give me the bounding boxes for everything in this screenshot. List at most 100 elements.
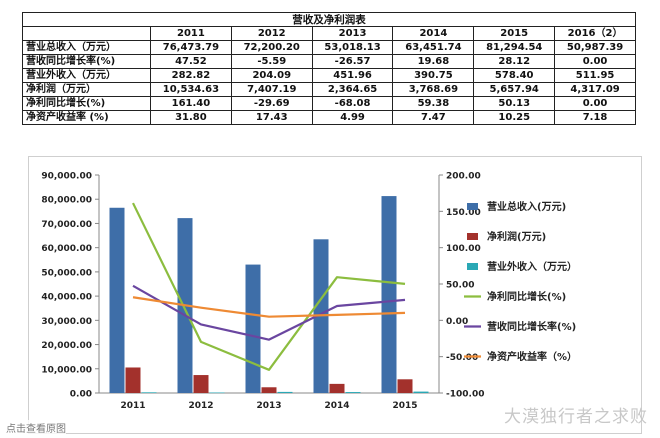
x-tick-label: 2012: [188, 401, 213, 411]
table-row: 净利同比增长(%) 161.40 -29.69 -68.08 59.38 50.13 0.0…: [22, 96, 636, 111]
bar-2: [413, 391, 429, 393]
combo-chart: 0.00 10,000.00 20,000.00 30,000.00 40,000.00…: [41, 172, 577, 412]
year-header: 2011: [150, 26, 232, 41]
y-left-tick-label: 80,000.00: [41, 196, 92, 206]
x-tick-label: 2011: [120, 401, 145, 411]
y-left-tick-label: 10,000.00: [41, 365, 92, 375]
line-series-5: [132, 296, 406, 318]
table-cell: 5,657.94: [473, 82, 556, 97]
x-tick-label: 2015: [392, 401, 417, 411]
bar-1: [125, 367, 141, 393]
row-label: 净利润（万元）: [22, 82, 151, 97]
legend-swatch: [467, 233, 478, 240]
line-series-4: [132, 284, 406, 341]
legend-label: 营收同比增长率(%): [487, 320, 576, 333]
legend-label: 净利同比增长(%): [487, 290, 566, 303]
table-cell: 161.40: [150, 96, 232, 111]
view-original-link[interactable]: 点击查看原图: [6, 420, 66, 435]
table-cell: 7.47: [392, 110, 475, 125]
table-cell: 31.80: [150, 110, 232, 125]
legend-swatch: [467, 203, 478, 210]
table-header-row: 2011 2012 2013 2014 2015 2016（2）: [22, 26, 636, 41]
table-cell: 451.96: [311, 68, 394, 83]
bar-0: [245, 264, 261, 393]
bar-2: [345, 392, 361, 393]
bar-1: [193, 375, 209, 393]
table-cell: 10,534.63: [150, 82, 232, 97]
bar-0: [381, 196, 397, 393]
row-label: 营业外收入（万元）: [22, 68, 151, 83]
table-cell: 50.13: [473, 96, 556, 111]
bar-2: [141, 392, 157, 393]
y-left-tick-label: 90,000.00: [41, 172, 92, 182]
row-label: 净利同比增长(%): [22, 96, 151, 111]
y-right-tick-label: 150.00: [446, 208, 481, 218]
y-left-tick-label: 30,000.00: [41, 317, 92, 327]
y-right-tick-label: -100.00: [446, 390, 484, 400]
income-profit-table: 营收及净利润表 2011 2012 2013 2014 2015 2016（2） 营业总收入…: [22, 12, 636, 125]
table-title-row: 营收及净利润表: [22, 12, 636, 27]
table-cell: 76,473.79: [150, 40, 232, 55]
table-cell: 7,407.19: [230, 82, 313, 97]
chart-frame: 0.00 10,000.00 20,000.00 30,000.00 40,000.00…: [28, 156, 642, 434]
row-label: 营业总收入（万元）: [22, 40, 151, 55]
table-cell: 3,768.69: [392, 82, 475, 97]
table-row: 营业总收入（万元） 76,473.79 72,200.20 53,018.13 63,4…: [22, 40, 636, 55]
bar-0: [109, 207, 125, 393]
table-cell: -29.69: [230, 96, 313, 111]
table-cell: 59.38: [392, 96, 475, 111]
table-row: 净利润（万元） 10,534.63 7,407.19 2,364.65 3,768.69…: [22, 82, 636, 97]
year-header: 2015: [473, 26, 556, 41]
bar-2: [209, 392, 225, 394]
y-right-tick-label: 0.00: [446, 317, 468, 327]
header-corner: [22, 26, 151, 41]
bar-1: [329, 383, 345, 393]
table-cell: 578.40: [473, 68, 556, 83]
y-left-tick-label: 0.00: [70, 390, 92, 400]
legend-label: 净资产收益率（%）: [487, 350, 577, 363]
y-right-tick-label: 50.00: [446, 281, 474, 291]
table-cell: 28.12: [473, 54, 556, 69]
table-cell: 19.68: [392, 54, 475, 69]
y-right-tick-label: -50.00: [446, 353, 478, 363]
author-watermark: 大漠独行者之求败: [504, 407, 648, 427]
table-cell: 81,294.54: [473, 40, 556, 55]
table-cell: 511.95: [554, 68, 636, 83]
table-title: 营收及净利润表: [22, 12, 636, 27]
y-left-tick-label: 50,000.00: [41, 268, 92, 278]
y-left-tick-label: 20,000.00: [41, 341, 92, 351]
table-cell: 7.18: [554, 110, 636, 125]
table-cell: 50,987.39: [554, 40, 636, 55]
y-left-tick-label: 60,000.00: [41, 244, 92, 254]
legend-label: 营业总收入(万元): [487, 200, 566, 213]
y-left-tick-label: 40,000.00: [41, 293, 92, 303]
table-cell: 282.82: [150, 68, 232, 83]
legend-label: 净利润(万元): [487, 230, 546, 243]
row-label: 营收同比增长率(%): [22, 54, 151, 69]
table-cell: 47.52: [150, 54, 232, 69]
bar-1: [397, 379, 413, 393]
income-profit-table-container: 营收及净利润表 2011 2012 2013 2014 2015 2016（2） 营业总收入…: [22, 12, 636, 125]
legend-label: 营业外收入（万元）: [487, 260, 577, 273]
year-header: 2012: [230, 26, 313, 41]
table-cell: -26.57: [311, 54, 394, 69]
table-cell: 390.75: [392, 68, 475, 83]
x-tick-label: 2013: [256, 401, 281, 411]
y-right-tick-label: 200.00: [446, 172, 481, 182]
year-header: 2014: [392, 26, 475, 41]
y-left-tick-label: 70,000.00: [41, 220, 92, 230]
table-row: 营收同比增长率(%) 47.52 -5.59 -26.57 19.68 28.12 0.00: [22, 54, 636, 69]
table-cell: 2,364.65: [311, 82, 394, 97]
table-cell: 63,451.74: [392, 40, 475, 55]
year-header: 2013: [311, 26, 394, 41]
table-cell: 4,317.09: [554, 82, 636, 97]
bar-1: [261, 387, 277, 393]
year-header: 2016（2）: [554, 26, 636, 41]
x-tick-label: 2014: [324, 401, 349, 411]
legend-swatch: [467, 263, 478, 270]
table-row: 营业外收入（万元） 282.82 204.09 451.96 390.75 578.40 5…: [22, 68, 636, 83]
table-cell: 72,200.20: [230, 40, 313, 55]
bar-2: [277, 391, 293, 393]
table-cell: 10.25: [473, 110, 556, 125]
table-cell: 0.00: [554, 54, 636, 69]
